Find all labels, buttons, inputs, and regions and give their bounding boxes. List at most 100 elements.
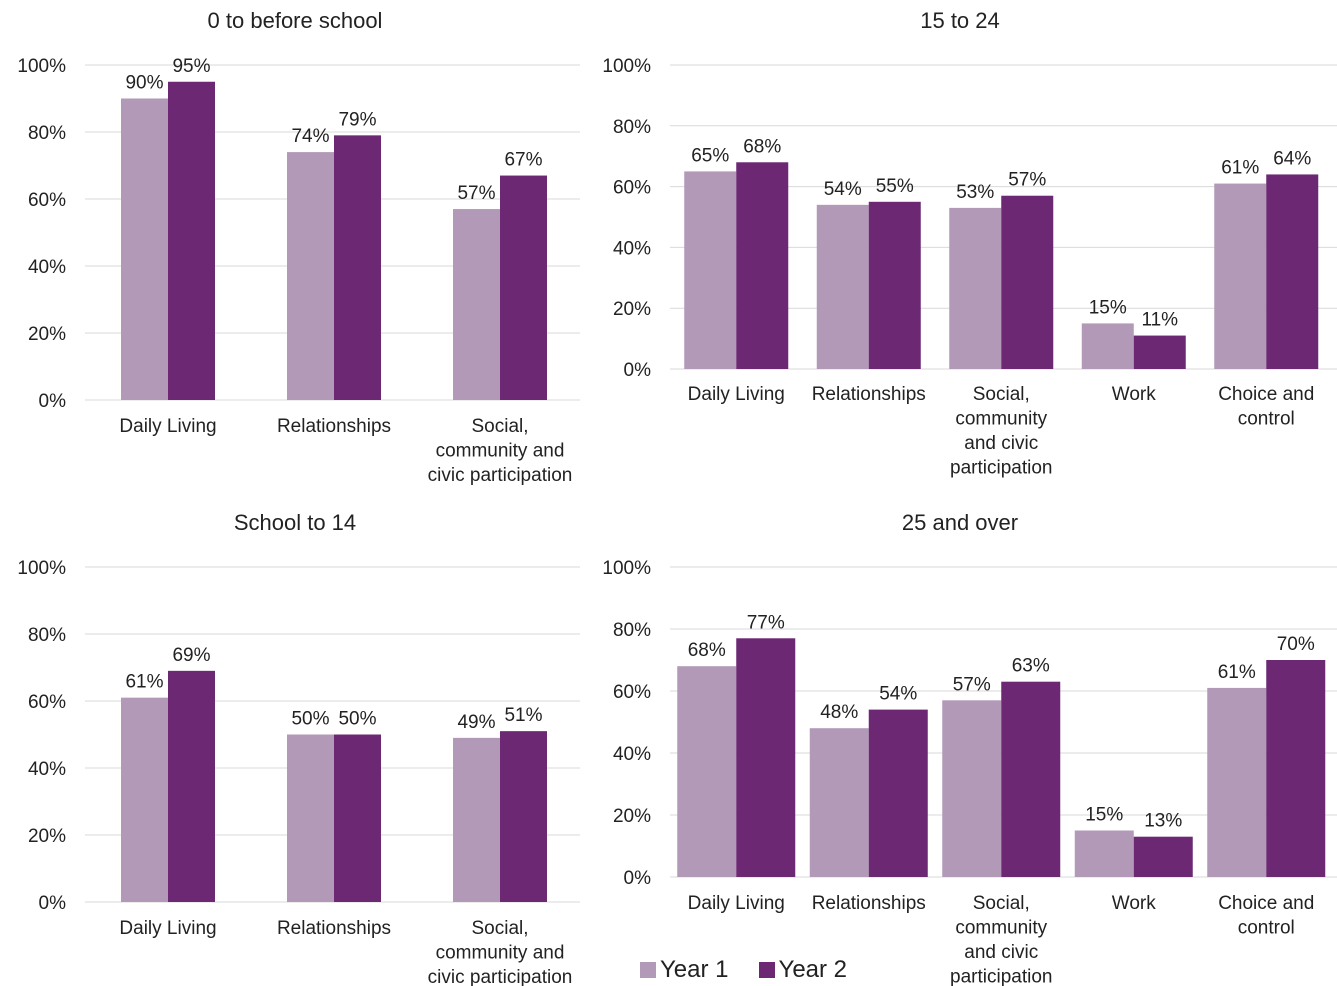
bar-year-2 — [1001, 195, 1054, 369]
y-tick-label: 80% — [28, 625, 66, 646]
category-label: Social, — [973, 893, 1030, 914]
chart-school-to-14: School to 14 0% 20% 40% 60% 80% 100% 61% 69% Dail… — [17, 510, 580, 986]
bar-year-1 — [1214, 183, 1267, 369]
bar-year-2 — [500, 731, 547, 902]
category-label: community and — [436, 441, 565, 462]
data-label: 50% — [338, 709, 376, 730]
y-tick-label: 20% — [28, 826, 66, 847]
legend-label-year-1: Year 1 — [660, 956, 729, 983]
chart-title: 15 to 24 — [920, 8, 1000, 33]
data-label: 51% — [504, 705, 542, 726]
y-tick-label: 20% — [28, 324, 66, 345]
y-tick-label: 40% — [613, 238, 651, 259]
y-tick-label: 100% — [17, 56, 66, 77]
bar-year-1 — [453, 737, 500, 902]
chart-15-to-24: 15 to 24 0% 20% 40% 60% 80% 100% 65% 68% Daily Li… — [602, 8, 1337, 479]
bar-year-1 — [942, 700, 1002, 877]
bar-year-1 — [816, 204, 869, 369]
y-tick-label: 100% — [602, 56, 651, 77]
bar-year-2 — [1133, 335, 1186, 369]
data-label: 57% — [953, 674, 991, 695]
bar-year-1 — [684, 171, 737, 369]
category-label: Relationships — [812, 384, 926, 405]
category-label: control — [1238, 409, 1295, 430]
category-label: Choice and — [1218, 384, 1314, 405]
data-label: 15% — [1085, 805, 1123, 826]
y-tick-label: 60% — [28, 692, 66, 713]
chart-0-to-before-school: 0 to before school 0% 20% 40% 60% 80% 100% 90% 9… — [17, 8, 580, 486]
data-label: 67% — [504, 150, 542, 171]
bar-year-2 — [868, 709, 928, 877]
legend-swatch-year-1 — [640, 962, 656, 978]
bar-year-2 — [334, 135, 381, 400]
y-tick-label: 20% — [613, 299, 651, 320]
data-label: 15% — [1089, 297, 1127, 318]
data-label: 57% — [457, 183, 495, 204]
category-label: community and — [436, 943, 565, 964]
bar-year-2 — [1001, 681, 1061, 877]
data-label: 64% — [1273, 148, 1311, 169]
category-label: and civic — [964, 433, 1038, 454]
data-label: 79% — [338, 109, 376, 130]
category-label: Social, — [973, 384, 1030, 405]
y-tick-label: 60% — [613, 682, 651, 703]
data-label: 95% — [172, 56, 210, 77]
data-label: 63% — [1012, 656, 1050, 677]
bar-year-2 — [1133, 836, 1193, 877]
bar-year-1 — [809, 728, 869, 877]
bar-year-1 — [949, 207, 1002, 369]
bar-year-1 — [287, 734, 334, 902]
data-label: 53% — [956, 182, 994, 203]
category-label: Work — [1112, 384, 1156, 405]
bar-year-1 — [121, 98, 168, 400]
bar-year-2 — [868, 201, 921, 369]
bar-year-2 — [736, 638, 796, 877]
chart-title: School to 14 — [234, 510, 356, 535]
data-label: 70% — [1277, 634, 1315, 655]
category-label: Relationships — [277, 416, 391, 437]
y-tick-label: 60% — [613, 178, 651, 199]
bar-year-2 — [168, 81, 215, 400]
legend: Year 1 Year 2 — [640, 954, 847, 986]
legend-item-year-1: Year 1 — [640, 956, 729, 984]
data-label: 54% — [824, 179, 862, 200]
legend-swatch-year-2 — [758, 962, 775, 978]
bar-year-1 — [1081, 323, 1134, 369]
bar-year-1 — [121, 697, 168, 902]
bar-year-2 — [1266, 660, 1326, 877]
category-label: civic participation — [428, 465, 573, 486]
y-tick-label: 100% — [17, 558, 66, 579]
data-label: 74% — [291, 126, 329, 147]
data-label: 13% — [1144, 811, 1182, 832]
data-label: 65% — [691, 145, 729, 166]
category-label: Daily Living — [688, 384, 785, 405]
data-label: 90% — [125, 73, 163, 94]
category-label: control — [1238, 918, 1295, 939]
category-label: Work — [1112, 893, 1156, 914]
y-tick-label: 100% — [602, 558, 651, 579]
category-label: community — [955, 409, 1047, 430]
data-label: 48% — [820, 702, 858, 723]
y-tick-label: 0% — [624, 868, 652, 889]
chart-title: 0 to before school — [208, 8, 383, 33]
legend-item-year-2: Year 2 — [758, 956, 848, 984]
bar-year-1 — [1074, 830, 1134, 877]
category-label: Daily Living — [688, 893, 785, 914]
bar-year-2 — [736, 162, 789, 369]
bar-year-2 — [500, 175, 547, 400]
data-label: 68% — [688, 640, 726, 661]
bar-year-1 — [287, 152, 334, 400]
bar-year-2 — [334, 734, 381, 902]
legend-label-year-2: Year 2 — [778, 956, 848, 983]
y-tick-label: 80% — [28, 123, 66, 144]
bar-year-1 — [1207, 687, 1267, 877]
data-label: 61% — [1218, 662, 1256, 683]
y-tick-label: 20% — [613, 806, 651, 827]
category-label: Daily Living — [119, 416, 216, 437]
category-label: Social, — [471, 918, 528, 939]
bar-year-2 — [168, 670, 215, 902]
category-label: Social, — [471, 416, 528, 437]
y-tick-label: 0% — [624, 360, 652, 381]
category-label: Daily Living — [119, 918, 216, 939]
category-label: community — [955, 918, 1047, 939]
